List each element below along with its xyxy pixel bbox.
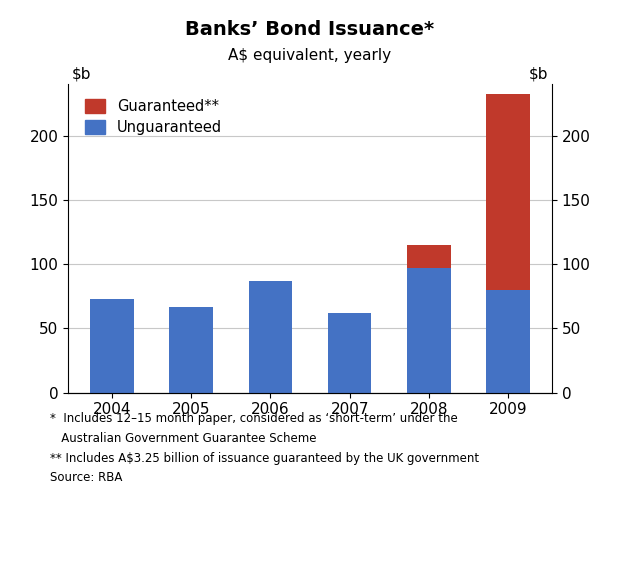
Text: ** Includes A$3.25 billion of issuance guaranteed by the UK government: ** Includes A$3.25 billion of issuance g…: [50, 452, 479, 465]
Bar: [249, 281, 292, 393]
Text: $b: $b: [528, 66, 548, 81]
Bar: [169, 306, 213, 393]
Text: A$ equivalent, yearly: A$ equivalent, yearly: [228, 48, 392, 63]
Text: Australian Government Guarantee Scheme: Australian Government Guarantee Scheme: [50, 432, 316, 445]
Bar: [90, 299, 133, 393]
Bar: [487, 290, 530, 393]
Bar: [328, 313, 371, 393]
Text: Banks’ Bond Issuance*: Banks’ Bond Issuance*: [185, 20, 435, 39]
Text: $b: $b: [72, 66, 92, 81]
Text: Source: RBA: Source: RBA: [50, 471, 122, 484]
Bar: [407, 245, 451, 268]
Bar: [487, 94, 530, 290]
Text: *  Includes 12–15 month paper, considered as ‘short-term’ under the: * Includes 12–15 month paper, considered…: [50, 412, 458, 425]
Bar: [407, 268, 451, 393]
Legend: Guaranteed**, Unguaranteed: Guaranteed**, Unguaranteed: [81, 94, 226, 139]
